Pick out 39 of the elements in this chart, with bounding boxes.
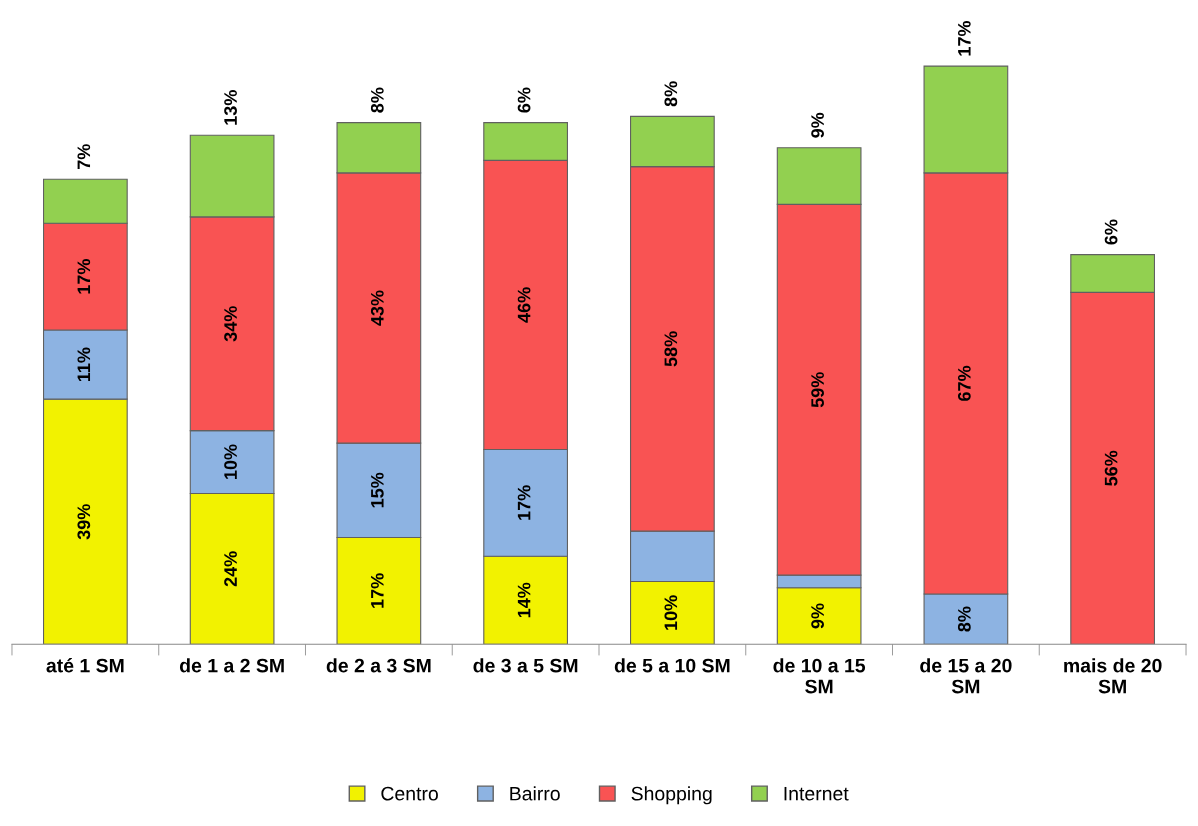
x-tick-label: de 10 a 15 SM xyxy=(773,658,866,694)
data-label: 39% xyxy=(77,504,91,540)
data-label: 24% xyxy=(224,551,237,587)
data-label: 67% xyxy=(957,365,971,401)
legend-label: Shopping xyxy=(631,786,712,805)
x-tick-label: mais de 20 SM xyxy=(1064,658,1162,694)
x-tick-label: de 2 a 3 SM xyxy=(326,658,431,673)
data-label: 58% xyxy=(664,331,678,367)
x-tick-label: de 5 a 10 SM xyxy=(614,658,730,673)
data-label: 13% xyxy=(224,90,237,125)
data-label: 59% xyxy=(811,372,824,408)
data-label: 8% xyxy=(370,87,384,113)
data-label: 9% xyxy=(811,112,824,138)
data-label: 8% xyxy=(957,606,971,632)
data-label: 14% xyxy=(517,582,531,618)
legend-label: Centro xyxy=(381,786,438,801)
x-tick-label: de 1 a 2 SM xyxy=(179,658,284,673)
x-tick-label: de 15 a 20 SM xyxy=(920,658,1012,694)
data-label: 6% xyxy=(517,87,531,113)
data-label: 10% xyxy=(664,595,678,630)
data-label: 17% xyxy=(517,485,531,520)
data-label: 17% xyxy=(77,259,91,294)
data-label: 8% xyxy=(664,81,678,107)
data-label: 9% xyxy=(811,603,824,629)
data-label: 15% xyxy=(370,472,384,508)
x-tick-label: até 1 SM xyxy=(46,658,124,673)
data-label: 6% xyxy=(1104,219,1118,245)
data-label: 56% xyxy=(1104,450,1118,486)
data-label: 10% xyxy=(224,444,237,479)
data-label: 34% xyxy=(224,306,237,342)
data-label: 17% xyxy=(957,20,971,56)
data-label: 43% xyxy=(370,290,384,326)
data-label: 7% xyxy=(77,144,91,169)
data-label: 46% xyxy=(517,287,531,323)
data-label: 17% xyxy=(370,573,384,608)
data-label: 11% xyxy=(77,347,91,382)
x-tick-label: de 3 a 5 SM xyxy=(473,658,578,673)
legend-label: Bairro xyxy=(510,786,560,801)
legend-label: Internet xyxy=(784,786,849,801)
